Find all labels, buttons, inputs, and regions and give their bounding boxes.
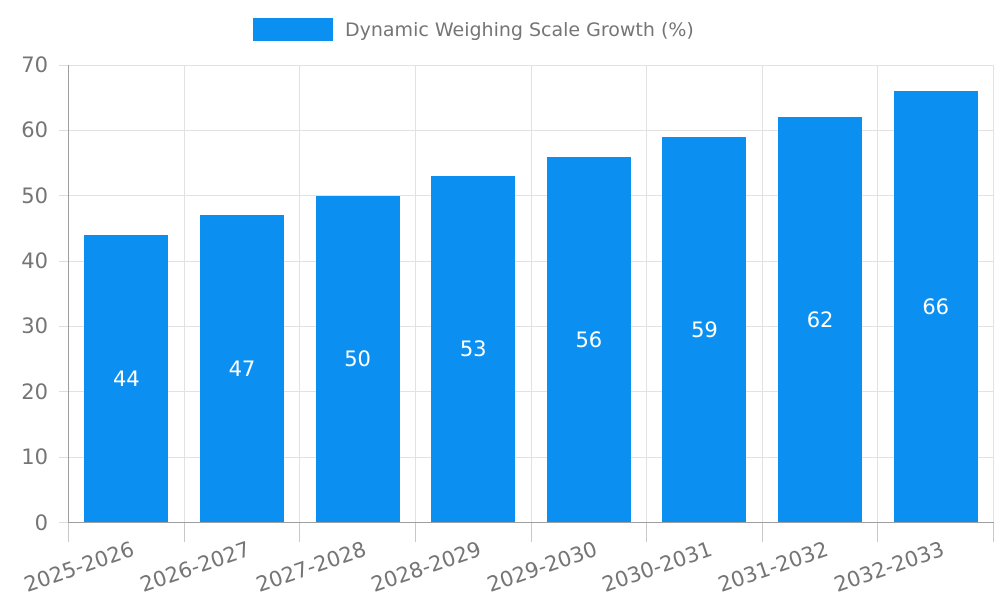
y-tick <box>58 260 69 262</box>
y-tick <box>58 391 69 393</box>
bar[interactable]: 62 <box>778 117 863 523</box>
x-gridline <box>414 65 416 523</box>
bar[interactable]: 66 <box>893 91 978 523</box>
y-tick <box>58 129 69 131</box>
y-tick <box>58 195 69 197</box>
x-tick <box>761 522 763 542</box>
bar[interactable]: 44 <box>84 234 169 523</box>
legend-item[interactable]: Dynamic Weighing Scale Growth (%) <box>253 18 694 41</box>
x-gridline <box>993 65 994 523</box>
y-axis-tick-label: 60 <box>21 118 48 143</box>
x-gridline <box>530 65 532 523</box>
bar-value-label: 59 <box>691 317 718 342</box>
x-tick <box>299 522 301 542</box>
y-axis-tick-label: 0 <box>34 510 48 535</box>
y-tick <box>58 325 69 327</box>
x-gridline <box>183 65 185 523</box>
y-tick <box>58 522 69 523</box>
legend-label: Dynamic Weighing Scale Growth (%) <box>345 18 694 41</box>
x-tick <box>993 522 994 542</box>
legend-swatch <box>253 18 333 41</box>
y-axis-tick-label: 10 <box>21 445 48 470</box>
x-gridline <box>877 65 879 523</box>
y-axis-tick-label: 30 <box>21 314 48 339</box>
bar-value-label: 56 <box>575 327 603 352</box>
x-tick <box>68 522 69 542</box>
x-tick <box>414 522 416 542</box>
y-tick <box>58 456 69 458</box>
x-tick <box>646 522 648 542</box>
bar[interactable]: 47 <box>199 215 284 523</box>
bar-value-label: 50 <box>344 347 371 372</box>
bar[interactable]: 50 <box>315 195 400 523</box>
bar-value-label: 66 <box>922 294 950 319</box>
y-axis-tick-label: 50 <box>21 183 48 208</box>
bar-value-label: 44 <box>112 366 140 391</box>
y-axis-tick-label: 70 <box>21 53 48 77</box>
bar[interactable]: 56 <box>546 156 631 523</box>
x-gridline <box>299 65 301 523</box>
x-tick <box>183 522 185 542</box>
y-axis-tick-label: 40 <box>21 249 48 274</box>
y-axis-tick-label: 20 <box>21 379 48 404</box>
bar-value-label: 53 <box>459 337 487 362</box>
bar[interactable]: 53 <box>431 176 516 523</box>
bar-value-label: 62 <box>806 307 834 332</box>
x-axis-line <box>68 522 994 523</box>
x-gridline <box>646 65 648 523</box>
x-tick <box>877 522 879 542</box>
y-axis-line <box>68 65 69 523</box>
bar[interactable]: 59 <box>662 136 747 523</box>
y-tick <box>58 64 69 66</box>
x-tick <box>530 522 532 542</box>
x-gridline <box>761 65 763 523</box>
bar-value-label: 47 <box>228 356 256 381</box>
